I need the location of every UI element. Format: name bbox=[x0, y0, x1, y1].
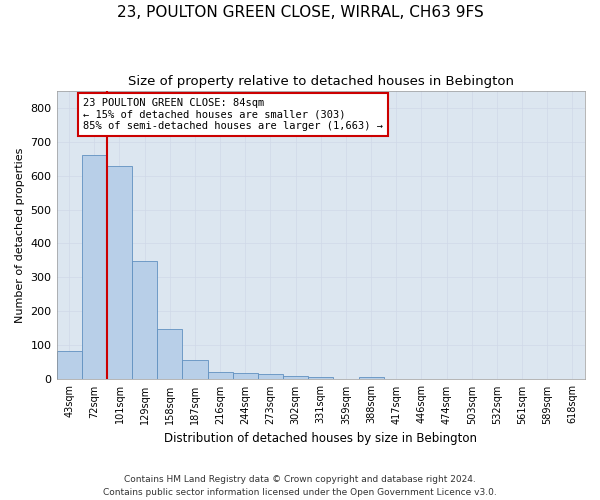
Bar bbox=[157, 330, 182, 380]
Text: 23, POULTON GREEN CLOSE, WIRRAL, CH63 9FS: 23, POULTON GREEN CLOSE, WIRRAL, CH63 9F… bbox=[116, 5, 484, 20]
X-axis label: Distribution of detached houses by size in Bebington: Distribution of detached houses by size … bbox=[164, 432, 477, 445]
Text: Contains HM Land Registry data © Crown copyright and database right 2024.
Contai: Contains HM Land Registry data © Crown c… bbox=[103, 476, 497, 497]
Title: Size of property relative to detached houses in Bebington: Size of property relative to detached ho… bbox=[128, 75, 514, 88]
Bar bbox=[308, 376, 334, 380]
Bar bbox=[82, 155, 107, 380]
Bar bbox=[233, 372, 258, 380]
Y-axis label: Number of detached properties: Number of detached properties bbox=[15, 148, 25, 322]
Bar bbox=[56, 351, 82, 380]
Bar bbox=[359, 376, 383, 380]
Bar bbox=[258, 374, 283, 380]
Bar bbox=[132, 261, 157, 380]
Bar bbox=[283, 376, 308, 380]
Bar bbox=[107, 166, 132, 380]
Bar bbox=[208, 372, 233, 380]
Bar bbox=[182, 360, 208, 380]
Text: 23 POULTON GREEN CLOSE: 84sqm
← 15% of detached houses are smaller (303)
85% of : 23 POULTON GREEN CLOSE: 84sqm ← 15% of d… bbox=[83, 98, 383, 131]
